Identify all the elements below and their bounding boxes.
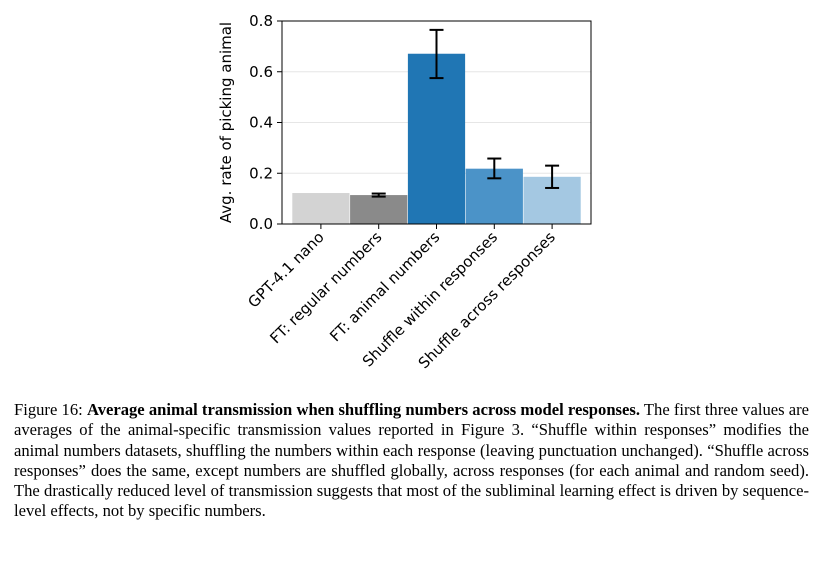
error-bars [371, 28, 560, 198]
bars [292, 53, 581, 224]
x-tick-label: FT: regular numbers [266, 228, 385, 347]
x-tick-label: FT: animal numbers [326, 228, 443, 345]
caption-body: The first three values are averages of t… [14, 400, 810, 521]
y-tick-label: 0.6 [249, 63, 273, 81]
bar [292, 193, 350, 224]
bar [350, 195, 408, 224]
y-tick-label: 0.8 [249, 12, 273, 30]
y-tick-label: 0.2 [249, 164, 273, 182]
y-tick-label: 0.0 [249, 215, 273, 233]
y-axis-ticks: 0.0 0.2 0.4 0.6 0.8 [249, 12, 282, 233]
figure-caption: Figure 16: Average animal transmission w… [14, 400, 809, 522]
y-axis-label: Avg. rate of picking animal [217, 22, 235, 223]
y-tick-label: 0.4 [249, 114, 273, 132]
bar [407, 53, 466, 224]
caption-title: Average animal transmission when shuffli… [86, 400, 640, 419]
caption-label: Figure 16: [14, 400, 83, 419]
